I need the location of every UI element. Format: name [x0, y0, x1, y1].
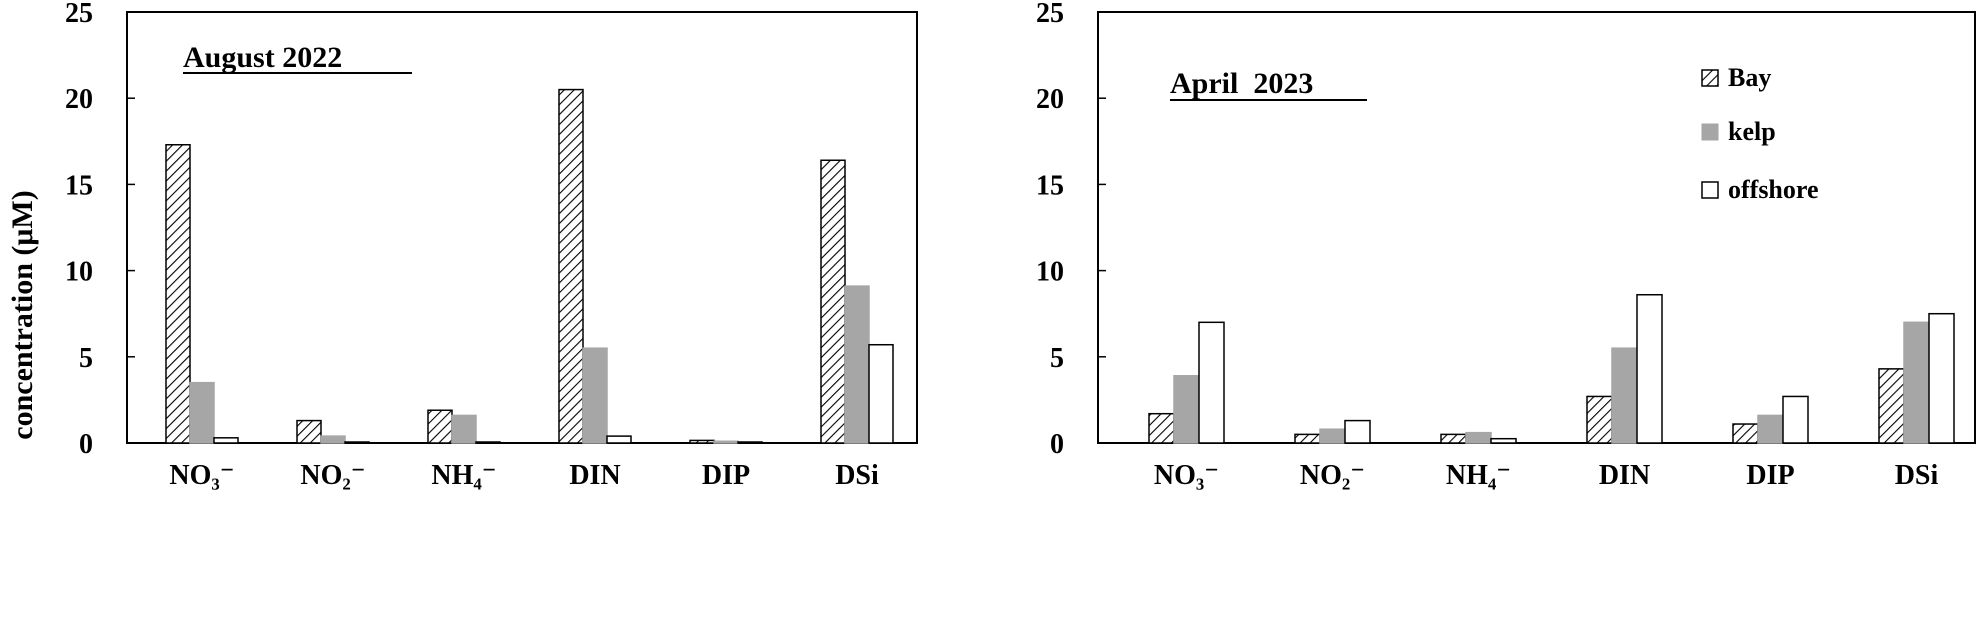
legend-item-kelp: kelp: [1701, 117, 1776, 146]
x-category-label: NH₄⁻: [431, 460, 496, 491]
bar-bay-3: [558, 88, 584, 444]
bar-bay-3: [1586, 395, 1613, 444]
bar-bay-4: [689, 439, 715, 444]
bar-kelp-3: [582, 347, 608, 444]
panel-august-2022: 0 5 10 15 20 25 NO₃⁻ NO₂⁻ NH₄⁻ DIN DIP DSi August …: [65, 0, 918, 491]
plot-frame: [1097, 11, 1976, 444]
bar-kelp-4: [713, 440, 739, 444]
y-tick-label: 10: [65, 257, 93, 288]
x-category-label: DSi: [1895, 460, 1939, 491]
legend-item-offshore: offshore: [1701, 175, 1819, 204]
x-category-label: DIP: [1746, 460, 1794, 491]
bar-bay-1: [296, 419, 322, 444]
category-labels: NO₃⁻ NO₂⁻ NH₄⁻ DIN DIP DSi: [1154, 460, 1939, 491]
bar-offshore-2: [475, 441, 501, 444]
y-tick-label: 5: [1050, 343, 1064, 374]
bar-offshore-0: [213, 437, 239, 444]
x-category-label: DIN: [569, 460, 620, 491]
bar-bay-0: [165, 143, 191, 444]
y-tick-label: 15: [65, 170, 93, 201]
bar-offshore-4: [1782, 395, 1809, 444]
legend-swatch-bay: [1701, 69, 1719, 87]
x-category-label: NH₄⁻: [1446, 460, 1511, 491]
y-tick-label: 15: [1036, 170, 1064, 201]
legend-label-offshore: offshore: [1728, 175, 1819, 204]
x-category-label: DIP: [702, 460, 750, 491]
bar-bay-2: [427, 409, 453, 444]
y-tick-label: 0: [79, 429, 93, 460]
y-ticks: 0 5 10 15 20 25: [65, 0, 135, 460]
bar-kelp-2: [451, 414, 477, 444]
legend-swatch-offshore: [1701, 181, 1719, 199]
bars: [1148, 293, 1955, 444]
x-category-label: NO₃⁻: [1154, 460, 1219, 491]
legend-item-bay: Bay: [1701, 63, 1771, 92]
bar-offshore-0: [1198, 321, 1225, 444]
bar-bay-5: [1878, 368, 1905, 444]
bar-offshore-3: [1636, 293, 1663, 444]
y-tick-label: 25: [65, 0, 93, 29]
bar-bay-2: [1440, 433, 1467, 444]
bar-bay-5: [820, 159, 846, 444]
bar-kelp-5: [1903, 321, 1930, 444]
bar-bay-4: [1732, 423, 1759, 444]
bar-kelp-1: [1319, 428, 1346, 444]
y-tick-label: 10: [1036, 257, 1064, 288]
bar-kelp-3: [1611, 347, 1638, 444]
y-ticks: 0 5 10 15 20 25: [1036, 0, 1106, 460]
x-category-label: DSi: [835, 460, 879, 491]
y-tick-label: 0: [1050, 429, 1064, 460]
bar-kelp-5: [844, 285, 870, 444]
bar-kelp-4: [1757, 414, 1784, 444]
bar-offshore-3: [606, 435, 632, 444]
bar-kelp-0: [1173, 375, 1200, 444]
legend-swatch-kelp: [1701, 123, 1719, 141]
bar-offshore-4: [737, 441, 763, 444]
y-axis-label: concentration (μM): [6, 190, 39, 439]
panel-title: August 2022: [183, 41, 342, 74]
legend-label-kelp: kelp: [1728, 117, 1776, 146]
y-tick-label: 20: [1036, 84, 1064, 115]
bar-bay-0: [1148, 412, 1175, 444]
y-tick-label: 20: [65, 84, 93, 115]
y-tick-label: 5: [79, 343, 93, 374]
bar-offshore-2: [1490, 437, 1517, 444]
x-category-label: NO₂⁻: [300, 460, 365, 491]
category-labels: NO₃⁻ NO₂⁻ NH₄⁻ DIN DIP DSi: [169, 460, 879, 491]
bar-offshore-1: [344, 441, 370, 444]
plot-frame: [126, 11, 918, 444]
legend: Bay kelp offshore: [1701, 63, 1819, 204]
bar-kelp-2: [1465, 431, 1492, 444]
x-category-label: DIN: [1599, 460, 1650, 491]
bar-bay-1: [1294, 433, 1321, 444]
bar-offshore-5: [1928, 312, 1955, 444]
bar-offshore-5: [868, 343, 894, 444]
panel-april-2023: 0 5 10 15 20 25 NO₃⁻ NO₂⁻ NH₄⁻ DIN DIP DSi April 2…: [1036, 0, 1976, 491]
bar-offshore-1: [1344, 419, 1371, 444]
bar-kelp-0: [189, 381, 215, 444]
bar-kelp-1: [320, 435, 346, 444]
legend-label-bay: Bay: [1728, 63, 1771, 92]
x-category-label: NO₂⁻: [1300, 460, 1365, 491]
x-category-label: NO₃⁻: [169, 460, 234, 491]
bars: [165, 88, 894, 444]
panel-title: April 2023: [1170, 67, 1313, 100]
y-tick-label: 25: [1036, 0, 1064, 29]
